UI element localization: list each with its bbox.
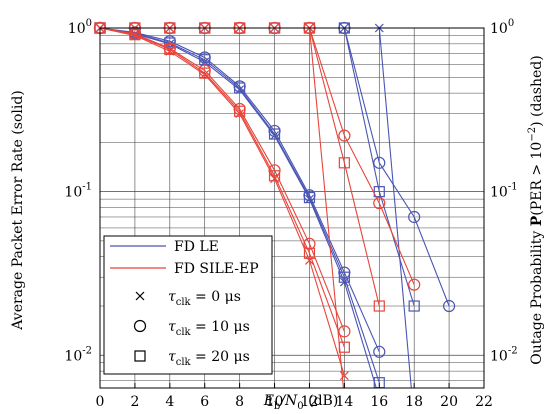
marker-square xyxy=(234,105,246,117)
legend-label: FD LE xyxy=(174,239,219,255)
x-tick-label: 14 xyxy=(335,394,353,410)
marker-square xyxy=(164,43,176,55)
y-axis-label-left: Average Packet Error Rate (solid) xyxy=(10,90,26,331)
x-tick-label: 2 xyxy=(130,394,139,410)
marker-square xyxy=(129,29,141,41)
x-tick-label: 12 xyxy=(301,394,319,410)
x-tick-label: 6 xyxy=(200,394,209,410)
series-line xyxy=(99,27,345,348)
y-axis-label-right: Outage Probability P(PER > 10−2) (dashed… xyxy=(527,55,545,364)
marker-x xyxy=(135,291,145,301)
y-tick-label-right: 10-1 xyxy=(490,182,518,201)
series-line xyxy=(99,27,345,332)
legend: FD LE FD SILE-EP τclk = 0 μs τclk = 10 μs τc… xyxy=(103,235,273,375)
marker-square xyxy=(303,247,316,259)
marker-circle xyxy=(408,210,421,224)
marker-circle xyxy=(303,237,316,250)
marker-square xyxy=(373,300,385,312)
x-tick-label: 22 xyxy=(475,394,493,410)
marker-square xyxy=(303,191,316,204)
marker-circle xyxy=(408,278,421,291)
legend-item: FD SILE-EP xyxy=(110,261,259,277)
series-line xyxy=(99,27,380,353)
marker-circle xyxy=(338,129,351,142)
x-tick-label: 4 xyxy=(165,394,174,410)
y-tick-label-right: 100 xyxy=(490,18,514,37)
marker-square xyxy=(373,186,385,198)
x-axis-label: Eb/N0 (dB) xyxy=(263,393,339,412)
legend-label: τclk = 20 μs xyxy=(168,349,250,368)
marker-circle xyxy=(442,299,456,313)
legend-item: τclk = 20 μs xyxy=(134,349,250,368)
marker-circle xyxy=(373,197,386,210)
legend-item: τclk = 10 μs xyxy=(133,319,250,338)
marker-circle xyxy=(373,345,386,358)
y-tick-label-left: 100 xyxy=(68,18,92,37)
marker-square xyxy=(234,82,246,94)
legend-box xyxy=(103,235,273,375)
marker-circle xyxy=(133,319,147,333)
marker-square xyxy=(268,170,281,182)
series-line xyxy=(99,27,380,383)
y-tick-label-left: 10-2 xyxy=(64,345,92,364)
legend-label: τclk = 10 μs xyxy=(168,319,250,338)
legend-item: FD LE xyxy=(110,239,219,255)
marker-circle xyxy=(373,156,386,169)
x-tick-label: 10 xyxy=(266,394,284,410)
marker-square xyxy=(268,128,281,140)
marker-square xyxy=(134,350,146,362)
marker-square xyxy=(199,67,211,79)
x-tick-label: 16 xyxy=(370,394,388,410)
series-solid-fd-sile-ep-s xyxy=(94,22,350,353)
x-tick-label: 18 xyxy=(405,394,423,410)
marker-square xyxy=(408,300,420,312)
y-tick-label-right: 10-2 xyxy=(490,345,518,364)
x-tick-label: 8 xyxy=(235,394,244,410)
legend-label: FD SILE-EP xyxy=(174,261,259,277)
plot-frame xyxy=(99,27,485,389)
series-line xyxy=(99,27,345,376)
x-tick-label: 0 xyxy=(96,394,105,410)
tick-layer: 0 2 4 6 8 10 12 14 16 18 20 22 100 10-1 10-2 100 10-1 10-… xyxy=(64,18,517,410)
legend-label: τclk = 0 μs xyxy=(168,289,241,308)
x-tick-label: 20 xyxy=(440,394,458,410)
marker-square xyxy=(338,157,350,169)
marker-square xyxy=(338,271,350,283)
legend-item: τclk = 0 μs xyxy=(135,289,241,308)
y-tick-label-left: 10-1 xyxy=(64,182,92,201)
